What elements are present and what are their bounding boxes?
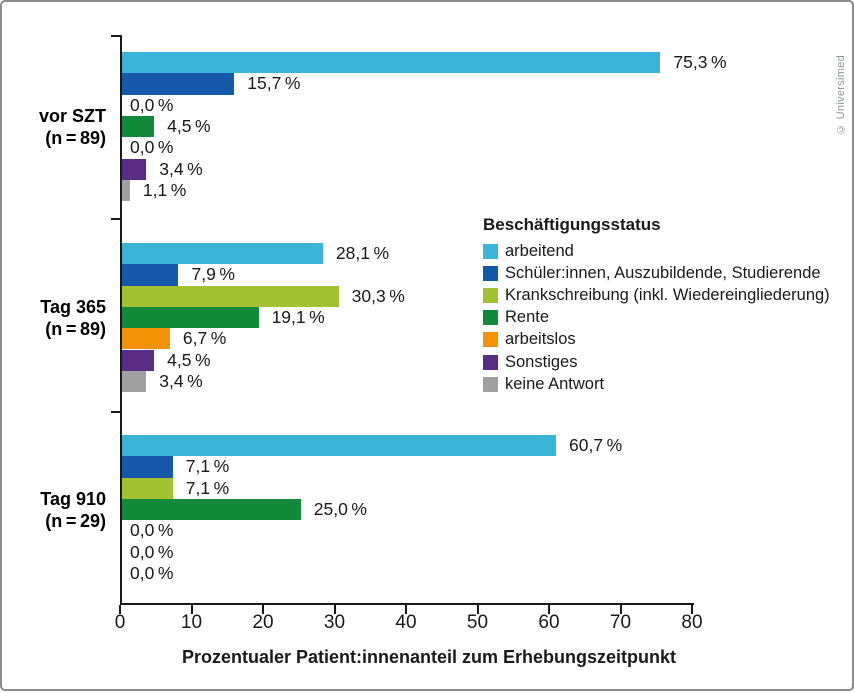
x-tick <box>476 604 479 614</box>
bar-value-label: 4,5 % <box>167 349 211 370</box>
bar-value-label: 0,0 % <box>130 137 174 158</box>
group-label-n: (n = 89) <box>45 318 106 339</box>
group-label-n: (n = 29) <box>45 510 106 531</box>
legend-items: arbeitend Schüler:innen, Auszubildende, S… <box>483 240 830 395</box>
x-tick <box>405 604 407 614</box>
legend-item-label: Schüler:innen, Auszubildende, Studierend… <box>505 263 821 282</box>
bar-value-label: 7,1 % <box>185 477 230 498</box>
legend-item: Rente <box>483 307 830 329</box>
legend-item-label: Krankschreibung (inkl. Wiedereingliederu… <box>505 285 830 304</box>
bar-value-label: 6,7 % <box>182 328 227 349</box>
group-label-n: (n = 89) <box>45 127 106 148</box>
bar <box>122 498 301 521</box>
bar <box>122 73 235 95</box>
x-tick-label: 50 <box>466 612 489 633</box>
bar <box>122 243 323 265</box>
bar <box>122 306 259 329</box>
bar <box>122 179 130 202</box>
legend-swatch <box>483 310 498 326</box>
bar <box>122 349 155 371</box>
bar <box>122 52 661 74</box>
bar-value-label: 25,0 % <box>313 498 367 519</box>
bar-value-label: 7,9 % <box>191 264 235 285</box>
bar-value-label: 0,0 % <box>130 562 174 583</box>
x-tick <box>619 604 622 614</box>
legend-item: arbeitend <box>483 240 830 262</box>
x-tick-label: 0 <box>114 612 126 633</box>
bar-value-label: 0,0 % <box>130 94 174 115</box>
x-tick <box>333 604 336 614</box>
legend: Beschäftigungsstatus arbeitend Schüler:in… <box>483 213 830 395</box>
group-label-name: Tag 365 <box>40 296 106 317</box>
bar <box>122 158 147 180</box>
legend-title: Beschäftigungsstatus <box>483 215 661 234</box>
x-tick-label: 70 <box>609 612 632 633</box>
legend-swatch <box>483 376 498 392</box>
bar-value-label: 1,1 % <box>142 179 187 200</box>
bar-value-label: 3,4 % <box>159 370 203 391</box>
bar-value-label: 30,3 % <box>351 285 405 306</box>
bar-value-label: 15,7 % <box>247 73 301 94</box>
bar-value-label: 0,0 % <box>130 541 174 562</box>
legend-item: Schüler:innen, Auszubildende, Studierend… <box>483 262 830 284</box>
bar <box>122 456 173 478</box>
bar <box>122 435 556 457</box>
y-axis-group-tick <box>111 35 120 37</box>
x-tick-label: 30 <box>323 612 346 633</box>
bar <box>122 115 155 138</box>
x-tick <box>190 604 193 614</box>
x-axis-title: Prozentualer Patient:innenanteil zum Erh… <box>181 647 677 667</box>
legend-swatch <box>483 265 498 281</box>
copyright-credit: © Universimed <box>835 54 847 135</box>
x-tick <box>119 604 121 614</box>
bar <box>122 264 179 286</box>
legend-item-label: arbeitslos <box>505 330 576 349</box>
group-label-name: vor SZT <box>38 105 106 126</box>
bar <box>122 477 173 499</box>
x-tick-label: 60 <box>538 612 560 633</box>
x-tick <box>262 604 264 614</box>
legend-swatch <box>483 243 498 259</box>
group-label: vor SZT (n = 89) <box>2 105 106 149</box>
bar-value-label: 7,1 % <box>185 456 230 477</box>
bar-value-label: 19,1 % <box>271 306 325 327</box>
bar-value-label: 75,3 % <box>673 52 727 72</box>
legend-item: Krankschreibung (inkl. Wiedereingliederu… <box>483 284 830 306</box>
group-label: Tag 910 (n = 29) <box>2 488 106 532</box>
x-tick-label: 80 <box>681 612 703 633</box>
legend-swatch <box>483 354 498 370</box>
x-tick <box>691 604 693 614</box>
group-label: Tag 365 (n = 89) <box>2 296 106 340</box>
legend-item-label: arbeitend <box>505 241 574 260</box>
legend-item-label: keine Antwort <box>505 374 605 393</box>
bar <box>122 328 170 350</box>
legend-item: keine Antwort <box>483 373 830 395</box>
bar <box>122 370 147 393</box>
legend-item-label: Rente <box>505 308 550 327</box>
x-tick-label: 20 <box>252 612 274 633</box>
x-tick <box>548 604 550 614</box>
y-axis-line <box>120 35 122 605</box>
bar-value-label: 60,7 % <box>569 435 623 455</box>
bar-value-label: 4,5 % <box>167 115 211 136</box>
legend-swatch <box>483 287 498 303</box>
bar <box>122 285 339 307</box>
x-axis-line <box>120 602 694 605</box>
legend-swatch <box>483 332 498 348</box>
y-axis-group-tick <box>111 217 120 220</box>
bar-value-label: 0,0 % <box>130 520 174 541</box>
bar-value-label: 28,1 % <box>335 243 390 263</box>
legend-item: arbeitslos <box>483 329 830 351</box>
bar-value-label: 3,4 % <box>159 158 203 179</box>
legend-item-label: Sonstiges <box>505 352 578 371</box>
group-label-name: Tag 910 <box>40 488 106 509</box>
x-tick-label: 10 <box>180 612 203 633</box>
x-tick-label: 40 <box>395 612 417 633</box>
y-axis-group-tick <box>111 410 120 413</box>
legend-item: Sonstiges <box>483 351 830 373</box>
